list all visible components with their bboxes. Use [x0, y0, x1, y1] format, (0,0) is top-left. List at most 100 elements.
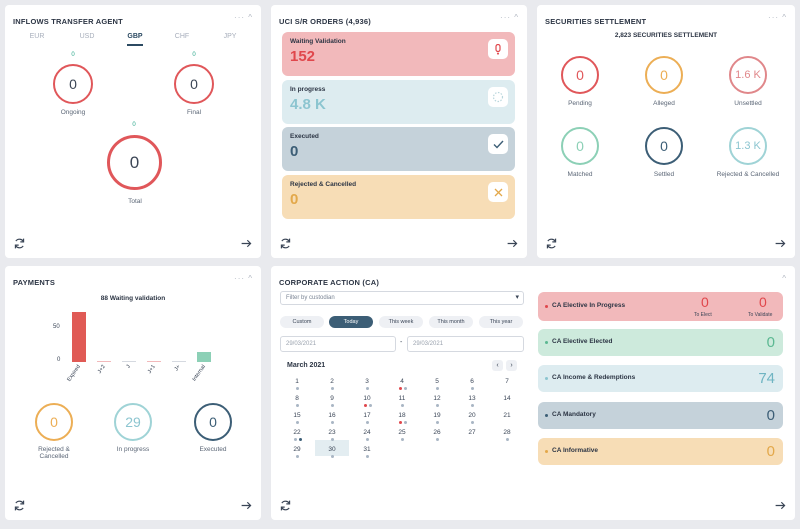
date-from-input[interactable]: 29/03/2021: [280, 336, 396, 352]
ca-mandatory[interactable]: CA Mandatory 0: [538, 402, 783, 429]
card-executed[interactable]: Executed 0: [282, 127, 515, 171]
calendar-day[interactable]: 31: [363, 446, 371, 453]
bar-j[interactable]: [172, 361, 186, 362]
calendar-day[interactable]: 1: [295, 378, 299, 385]
ca-income-redemptions[interactable]: CA Income & Redemptions 74: [538, 365, 783, 392]
alleged-ring[interactable]: 0: [645, 56, 683, 94]
matched-ring[interactable]: 0: [561, 127, 599, 165]
calendar-day[interactable]: 24: [363, 429, 371, 436]
calendar-day[interactable]: 27: [468, 429, 476, 436]
calendar-day[interactable]: 9: [330, 395, 334, 402]
calendar-day[interactable]: 8: [295, 395, 299, 402]
calendar-day[interactable]: 23: [328, 429, 336, 436]
calendar-day[interactable]: 2: [330, 378, 334, 385]
event-dot: [296, 404, 299, 407]
pending-ring[interactable]: 0: [561, 56, 599, 94]
date-btn-custom[interactable]: Custom: [280, 316, 324, 328]
unsettled-ring[interactable]: 1.6 K: [729, 56, 767, 94]
arrow-right-icon[interactable]: [240, 499, 253, 512]
arrow-right-icon[interactable]: [240, 237, 253, 250]
pending-label: Pending: [568, 100, 592, 107]
payments-inprogress-ring[interactable]: 29: [114, 403, 152, 441]
calendar-day[interactable]: 15: [293, 412, 301, 419]
calendar-day[interactable]: 28: [503, 429, 511, 436]
total-ring[interactable]: 0: [107, 135, 162, 190]
calendar-day[interactable]: 3: [365, 378, 369, 385]
calendar-day[interactable]: 14: [503, 395, 511, 402]
rejected-ring[interactable]: 1.3 K: [729, 127, 767, 165]
ca-informative[interactable]: CA Informative 0: [538, 438, 783, 465]
settled-value: 0: [660, 138, 668, 154]
date-to-input[interactable]: 29/03/2021: [407, 336, 524, 352]
ongoing-ring[interactable]: 0: [53, 64, 93, 104]
active-tab-underline: [127, 44, 143, 46]
calendar-day[interactable]: 19: [433, 412, 441, 419]
panel-controls[interactable]: ··· ^: [500, 13, 519, 22]
calendar-day[interactable]: 10: [363, 395, 371, 402]
x-tick-label: J+1: [146, 364, 157, 375]
tab-gbp[interactable]: GBP: [127, 33, 143, 40]
y-tick-0: 0: [57, 357, 61, 363]
refresh-icon[interactable]: [13, 499, 26, 512]
inflows-panel: INFLOWS TRANSFER AGENT ··· ^ EUR USD GBP…: [5, 5, 261, 258]
calendar-day[interactable]: 25: [398, 429, 406, 436]
date-btn-today[interactable]: Today: [329, 316, 373, 328]
calendar-day[interactable]: 4: [400, 378, 404, 385]
ca-elective-elected[interactable]: CA Elective Elected 0: [538, 329, 783, 356]
calendar-day[interactable]: 29: [293, 446, 301, 453]
bar-j2[interactable]: [97, 361, 111, 362]
panel-controls[interactable]: ··· ^: [234, 274, 253, 283]
refresh-icon[interactable]: [279, 499, 292, 512]
date-btn-week[interactable]: This week: [379, 316, 423, 328]
refresh-icon[interactable]: [279, 237, 292, 250]
calendar-day[interactable]: 6: [470, 378, 474, 385]
card-waiting-validation[interactable]: Waiting Validation 152: [282, 32, 515, 76]
chevron-right-icon[interactable]: ›: [506, 360, 517, 371]
final-ring[interactable]: 0: [174, 64, 214, 104]
calendar-day[interactable]: 5: [435, 378, 439, 385]
payments-executed-ring[interactable]: 0: [194, 403, 232, 441]
calendar-day[interactable]: 26: [433, 429, 441, 436]
calendar-day[interactable]: 13: [468, 395, 476, 402]
total-count: 0: [132, 122, 136, 128]
ca-elective-in-progress[interactable]: CA Elective In Progress 0 To Elect 0 To …: [538, 292, 783, 321]
panel-controls[interactable]: ··· ^: [234, 13, 253, 22]
refresh-icon[interactable]: [13, 237, 26, 250]
tab-chf[interactable]: CHF: [174, 33, 190, 40]
tab-jpy[interactable]: JPY: [223, 33, 237, 40]
event-dot: [293, 438, 297, 441]
panel-controls[interactable]: ^: [782, 274, 787, 283]
event-dot: [366, 455, 369, 458]
chevron-left-icon[interactable]: ‹: [492, 360, 503, 371]
card-in-progress[interactable]: In progress 4.8 K: [282, 80, 515, 124]
custodian-filter[interactable]: Filter by custodian ▾: [280, 291, 524, 305]
bar-j[interactable]: [122, 361, 136, 362]
date-btn-month[interactable]: This month: [429, 316, 473, 328]
panel-controls[interactable]: ··· ^: [768, 13, 787, 22]
calendar-day[interactable]: 18: [398, 412, 406, 419]
refresh-icon[interactable]: [545, 237, 558, 250]
payments-rejected-ring[interactable]: 0: [35, 403, 73, 441]
calendar-day[interactable]: 17: [363, 412, 371, 419]
card-rejected-cancelled[interactable]: Rejected & Cancelled 0: [282, 175, 515, 219]
calendar-day[interactable]: 22: [293, 429, 301, 436]
arrow-right-icon[interactable]: [506, 237, 519, 250]
calendar-day[interactable]: 11: [398, 395, 406, 402]
bar-j1[interactable]: [147, 361, 161, 362]
arrow-right-icon[interactable]: [774, 499, 787, 512]
calendar-day[interactable]: 16: [328, 412, 336, 419]
arrow-right-icon[interactable]: [774, 237, 787, 250]
calendar-day[interactable]: 30: [328, 446, 336, 453]
date-btn-year[interactable]: This year: [479, 316, 523, 328]
bar-internal[interactable]: [197, 352, 211, 362]
tab-eur[interactable]: EUR: [29, 33, 45, 40]
calendar-day[interactable]: 20: [468, 412, 476, 419]
bar-chart: [65, 306, 215, 362]
tab-usd[interactable]: USD: [79, 33, 95, 40]
calendar-day[interactable]: 21: [503, 412, 511, 419]
bar-expired[interactable]: [72, 311, 86, 362]
calendar-day[interactable]: 7: [505, 378, 509, 385]
settled-ring[interactable]: 0: [645, 127, 683, 165]
chart-title: 88 Waiting validation: [100, 295, 166, 302]
calendar-day[interactable]: 12: [433, 395, 441, 402]
